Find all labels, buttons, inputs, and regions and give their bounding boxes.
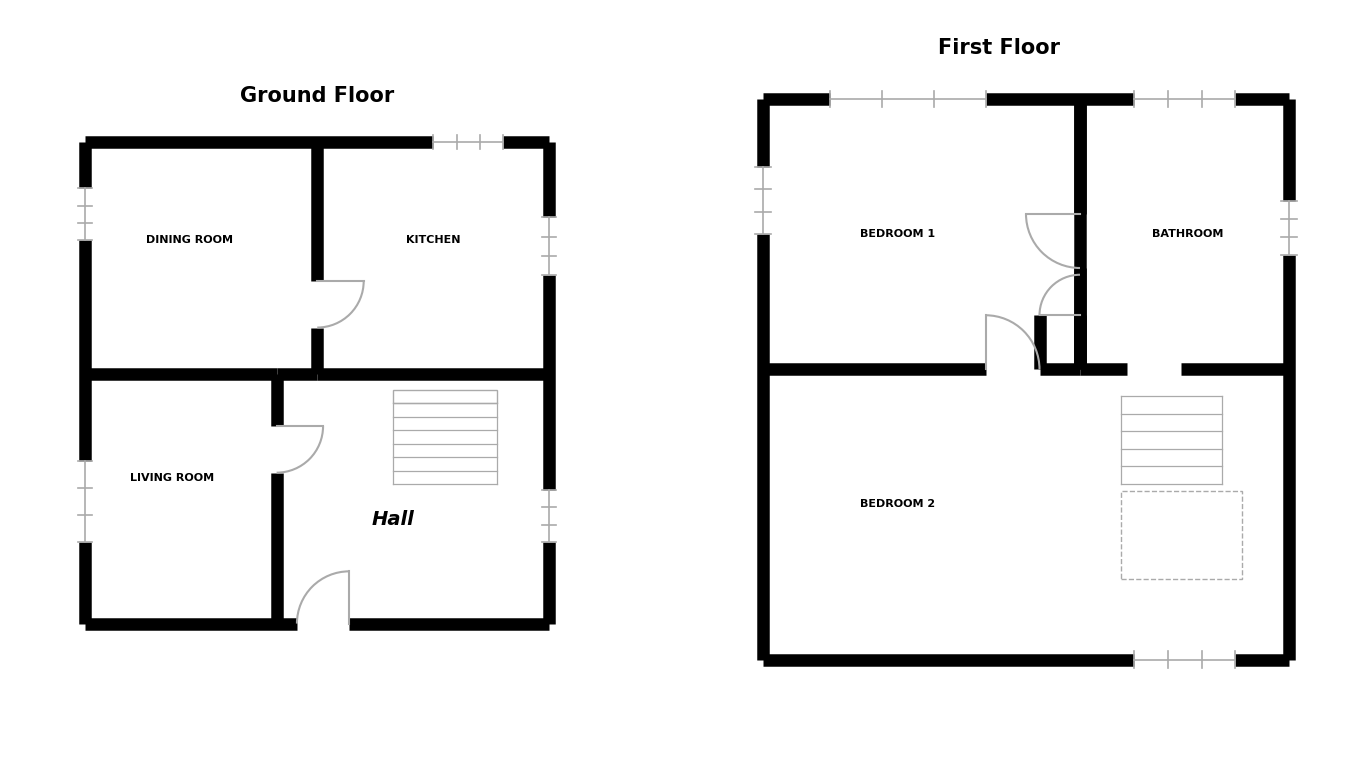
Text: BEDROOM 1: BEDROOM 1 (860, 229, 936, 239)
Text: DINING ROOM: DINING ROOM (146, 236, 234, 246)
Text: BATHROOM: BATHROOM (1153, 229, 1223, 239)
Title: Ground Floor: Ground Floor (240, 86, 394, 105)
Text: KITCHEN: KITCHEN (406, 236, 460, 246)
Text: BEDROOM 2: BEDROOM 2 (860, 499, 936, 509)
Title: First Floor: First Floor (938, 39, 1060, 58)
Bar (1120, 491, 1242, 578)
Text: LIVING ROOM: LIVING ROOM (130, 474, 215, 484)
Bar (393, 391, 497, 403)
Text: Hall: Hall (371, 510, 414, 529)
